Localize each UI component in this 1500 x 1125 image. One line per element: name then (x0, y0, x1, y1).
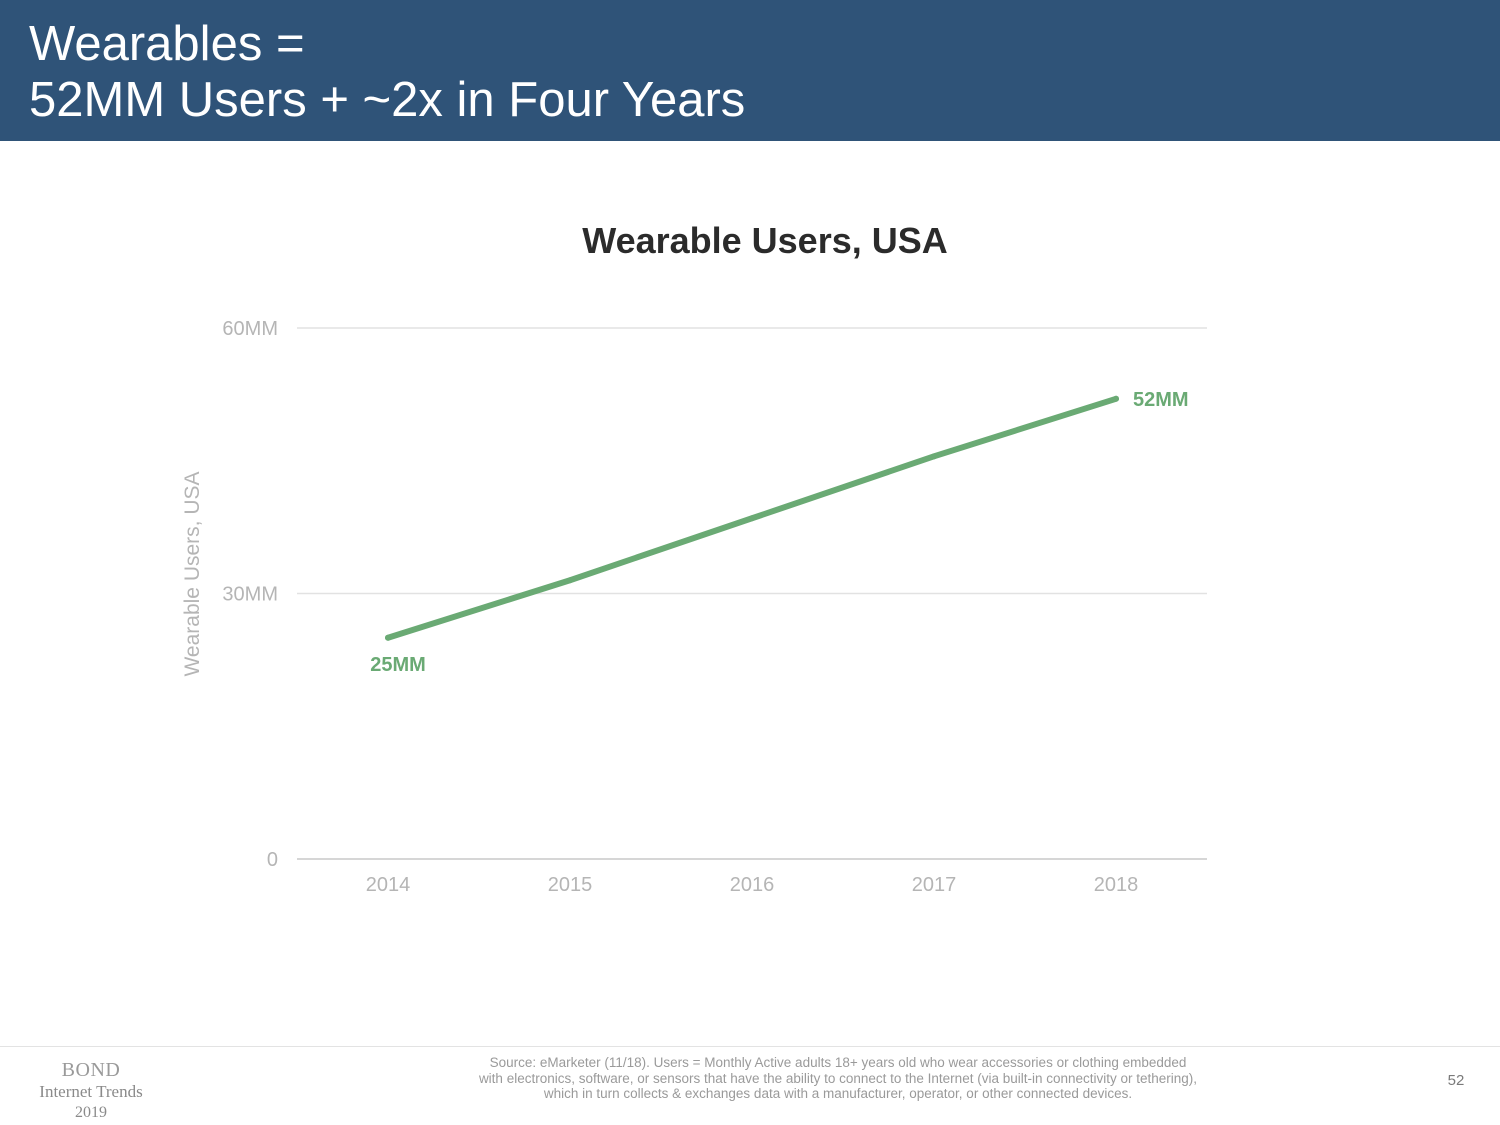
footer-divider (0, 1046, 1500, 1047)
source-line-3: which in turn collects & exchanges data … (543, 1086, 1133, 1101)
slide-title-line-2: 52MM Users + ~2x in Four Years (29, 73, 746, 127)
source-line-2: with electronics, software, or sensors t… (478, 1070, 1198, 1086)
x-tick-label: 2016 (730, 874, 775, 896)
data-label: 25MM (370, 654, 426, 676)
data-point (1113, 395, 1119, 402)
data-label: 52MM (1133, 389, 1189, 411)
x-tick-label: 2014 (366, 874, 411, 896)
logo-subtitle: Internet Trends (39, 1082, 143, 1102)
data-point (567, 577, 573, 584)
y-axis-label: Wearable Users, USA (181, 471, 204, 676)
data-point (749, 515, 755, 522)
series-layer (385, 395, 1119, 641)
x-tick-label: 2015 (548, 874, 593, 896)
x-tick-label: 2018 (1094, 874, 1139, 896)
slide-header: Wearables = 52MM Users + ~2x in Four Yea… (0, 0, 1500, 141)
source-line-1: Source: eMarketer (11/18). Users = Month… (489, 1055, 1187, 1070)
x-axis-ticks: 2014 2015 2016 2017 2018 (366, 874, 1139, 896)
chart-title: Wearable Users, USA (582, 220, 948, 261)
gridlines (297, 327, 1207, 860)
data-point (931, 453, 937, 460)
data-labels: 25MM 52MM (370, 389, 1188, 676)
data-point (385, 634, 391, 641)
x-tick-label: 2017 (912, 874, 957, 896)
y-tick-label: 0 (267, 849, 278, 871)
bond-logo: BOND Internet Trends 2019 (20, 1058, 162, 1123)
y-tick-label: 30MM (222, 584, 278, 606)
slide-title-line-1: Wearables = (29, 17, 305, 71)
page-number: 52 (1447, 1072, 1465, 1089)
y-axis-ticks: 0 30MM 60MM (222, 318, 278, 871)
logo-brand: BOND (61, 1059, 121, 1081)
y-tick-label: 60MM (222, 318, 278, 340)
logo-year: 2019 (75, 1104, 107, 1122)
source-note: Source: eMarketer (11/18). Users = Month… (390, 1055, 1286, 1102)
